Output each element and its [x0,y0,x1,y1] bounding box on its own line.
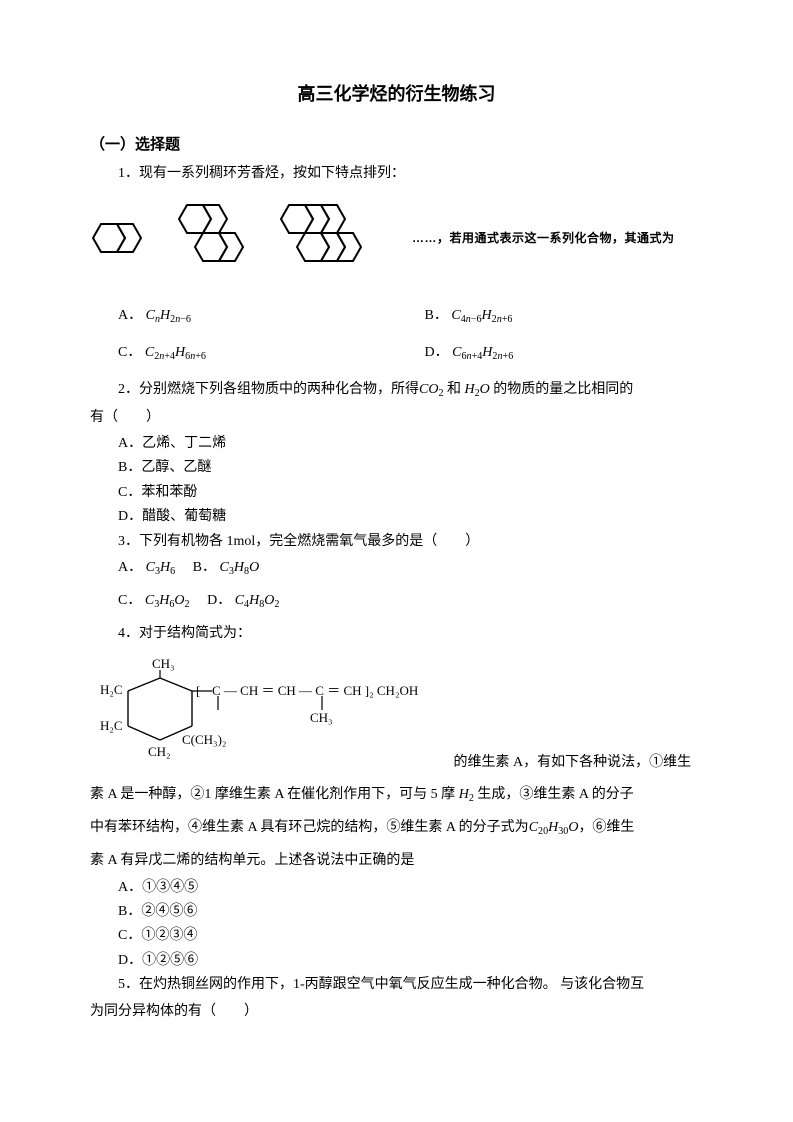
page-title: 高三化学烃的衍生物练习 [90,80,703,109]
q2-option-b: B．乙醇、乙醚 [90,457,703,479]
formula-d: C6n+4H2n+6 [452,345,513,360]
q2-option-d: D．醋酸、葡萄糖 [90,506,703,528]
q2-option-a: A．乙烯、丁二烯 [90,433,703,455]
q4-para3: 中有苯环结构，④维生素 A 具有环己烷的结构，⑤维生素 A 的分子式为C20H3… [90,817,703,840]
q4-after-struct: 的维生素 A，有如下各种说法，①维生 [454,755,692,770]
q1-diagram-caption: ……，若用通式表示这一系列化合物，其通式为 [412,229,675,248]
q3-stem: 3．下列有机物各 1mol，完全燃烧需氧气最多的是（ ） [90,531,703,553]
q4-option-c: C．①②③④ [90,925,703,947]
q1-option-a: A． CnH2n−6 [90,305,397,328]
formula-b: C4n−6H2n+6 [451,308,512,323]
worksheet-page: 高三化学烃的衍生物练习 （一）选择题 1．现有一系列稠环芳香烃，按如下特点排列： [0,0,793,1122]
svg-text:CH₂: CH₂ [148,744,171,759]
svg-text:H₂C: H₂C [100,682,123,697]
q2-stem: 2．分别燃烧下列各组物质中的两种化合物，所得CO2 和 H2O 的物质的量之比相… [90,379,703,402]
hexagon-group-2 [176,199,264,277]
q5-line1: 5．在灼热铜丝网的作用下，1-丙醇跟空气中氧气反应生成一种化合物。 与该化合物互 [90,974,703,996]
q1-option-c: C． C2n+4H6n+6 [90,342,397,365]
q1-stem: 1．现有一系列稠环芳香烃，按如下特点排列： [90,163,703,185]
svg-text:CH₃: CH₃ [310,710,333,725]
formula-a: CnH2n−6 [146,308,191,323]
q5-line2: 为同分异构体的有（ ） [90,1001,703,1023]
q4-para2: 素 A 是一种醇，②1 摩维生素 A 在催化剂作用下，可与 5 摩 H2 生成，… [90,784,703,807]
svg-text:H₂C: H₂C [100,718,123,733]
q1-option-d: D． C6n+4H2n+6 [397,342,704,365]
svg-text:CH₃: CH₃ [152,656,175,671]
co2-formula: CO2 [419,382,444,397]
q4-stem: 4．对于结构简式为： [90,623,703,645]
q4-structure-diagram: CH₃ H₂C H₂C CH₂ C(CH₃)₂ [ C — CH ＝ CH — … [90,656,703,774]
q2-option-c: C．苯和苯酚 [90,482,703,504]
q1-hexagon-diagram: ……，若用通式表示这一系列化合物，其通式为 [90,199,703,277]
q4-option-a: A．①③④⑤ [90,877,703,899]
hexagon-group-1 [90,214,162,262]
h2o-formula: H2O [465,382,490,397]
svg-text:[: [ [196,683,200,698]
q4-option-d: D．①②⑤⑥ [90,950,703,972]
hexagon-group-3 [278,199,398,277]
q2-stem-line2: 有（ ） [90,407,703,429]
section-heading: （一）选择题 [90,133,703,157]
formula-c: C2n+4H6n+6 [145,345,206,360]
q1-options: A． CnH2n−6 B． C4n−6H2n+6 C． C2n+4H6n+6 D… [90,305,703,365]
q1-option-b: B． C4n−6H2n+6 [397,305,704,328]
q4-para4: 素 A 有异戊二烯的结构单元。上述各说法中正确的是 [90,850,703,872]
svg-text:C(CH₃)₂: C(CH₃)₂ [182,732,226,747]
q3-row-cd: C． C3H6O2 D． C4H8O2 [90,590,703,613]
q4-option-b: B．②④⑤⑥ [90,901,703,923]
q3-row-ab: A． C3H6 B． C3H8O [90,557,703,580]
svg-text:C — CH ＝ CH — C ＝ CH ]₂ CH₂OH: C — CH ＝ CH — C ＝ CH ]₂ CH₂OH [212,683,418,698]
